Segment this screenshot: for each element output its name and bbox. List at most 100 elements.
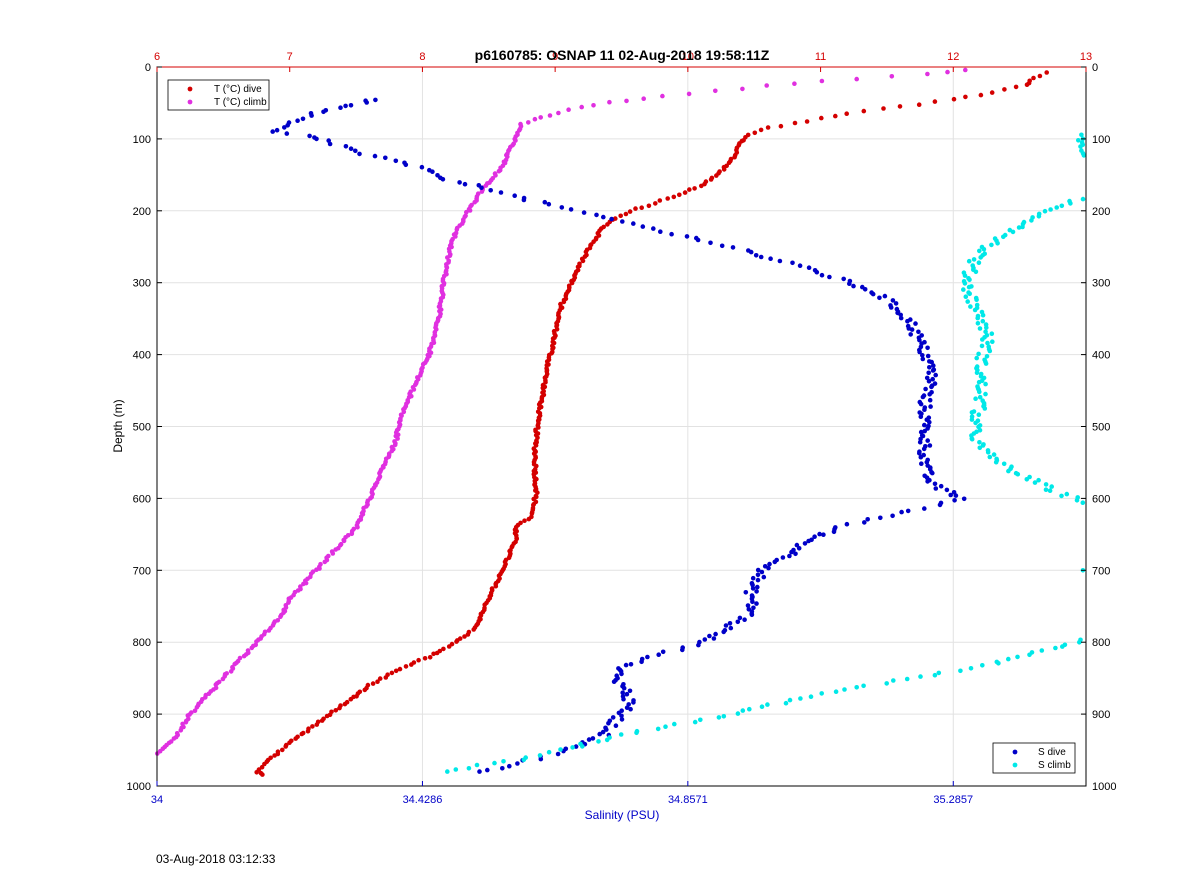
series-1-point-288 xyxy=(228,669,234,674)
series-2-point-7 xyxy=(321,109,326,115)
series-2-point-82 xyxy=(847,281,852,287)
series-2-point-55 xyxy=(620,219,625,224)
series-2-point-208 xyxy=(796,546,802,551)
series-1-point-5 xyxy=(819,78,825,84)
series-2-point-296 xyxy=(600,729,606,735)
series-1-point-48 xyxy=(493,173,498,178)
series-3-point-157 xyxy=(977,440,982,445)
series-3-point-177 xyxy=(1032,480,1038,485)
series-0-point-325 xyxy=(272,753,277,758)
y-tick-label-left-8: 800 xyxy=(133,637,151,649)
series-0-point-15 xyxy=(881,106,886,111)
series-3-point-182 xyxy=(1064,491,1070,497)
series-0-point-22 xyxy=(778,123,784,129)
series-3-point-286 xyxy=(740,708,746,713)
series-2-point-41 xyxy=(479,185,484,191)
series-3-point-281 xyxy=(787,697,793,703)
series-2-point-109 xyxy=(917,337,922,343)
series-2-point-141 xyxy=(928,404,933,409)
series-3-point-297 xyxy=(618,732,624,737)
series-3-point-52 xyxy=(1020,224,1025,230)
series-2-point-80 xyxy=(841,276,846,282)
series-1-point-9 xyxy=(713,88,718,94)
series-0-point-300 xyxy=(342,701,348,707)
series-1-point-225 xyxy=(341,538,347,544)
series-3-point-175 xyxy=(1024,477,1030,482)
series-3-point-291 xyxy=(692,719,698,725)
series-3-point-70 xyxy=(976,260,982,266)
series-3-point-99 xyxy=(975,321,981,326)
series-3-point-278 xyxy=(819,691,824,696)
series-1-point-281 xyxy=(241,653,247,659)
series-2-point-29 xyxy=(393,158,399,164)
series-2-point-17 xyxy=(284,131,290,136)
series-2-point-68 xyxy=(748,249,754,255)
series-2-point-47 xyxy=(542,199,548,205)
series-3-point-309 xyxy=(501,759,506,764)
series-2-point-235 xyxy=(754,601,759,606)
series-2-point-2 xyxy=(364,100,370,105)
series-2-point-276 xyxy=(627,688,633,694)
series-1-point-7 xyxy=(764,83,769,88)
series-0-point-306 xyxy=(324,713,330,719)
series-3-point-269 xyxy=(932,672,938,678)
series-2-point-200 xyxy=(831,529,837,535)
series-3-point-272 xyxy=(891,678,896,683)
series-3-point-55 xyxy=(1010,229,1016,235)
x-tick-label-bottom-1: 34.4286 xyxy=(403,794,443,806)
series-3-point-264 xyxy=(996,661,1001,666)
series-3-point-60 xyxy=(995,241,1000,246)
series-2-point-72 xyxy=(777,258,783,264)
series-3-point-78 xyxy=(967,277,972,283)
series-3-point-303 xyxy=(570,745,575,750)
series-3-point-181 xyxy=(1047,488,1053,494)
y-tick-label-left-5: 500 xyxy=(133,422,151,434)
series-3-point-183 xyxy=(1059,493,1064,499)
series-0-point-282 xyxy=(403,664,409,669)
series-2-point-249 xyxy=(721,629,726,635)
series-3-point-267 xyxy=(958,668,963,674)
grid-lines xyxy=(156,66,1086,787)
series-2-point-223 xyxy=(750,575,756,581)
series-2-point-32 xyxy=(419,164,425,170)
series-2-point-98 xyxy=(898,315,904,321)
series-3-point-69 xyxy=(966,258,972,264)
series-2-point-91 xyxy=(893,301,899,306)
series-3-point-76 xyxy=(962,273,968,278)
series-2-point-158 xyxy=(925,438,930,443)
series-0-point-55 xyxy=(671,194,677,200)
series-2-point-59 xyxy=(658,229,663,234)
legend-temperature: T (°C) dive T (°C) climb xyxy=(167,79,270,111)
series-2-point-264 xyxy=(623,662,629,668)
series-3-point-115 xyxy=(984,354,990,359)
series-2-point-180 xyxy=(938,483,944,489)
series-3-point-44 xyxy=(1048,207,1053,212)
series-2-point-290 xyxy=(619,717,625,722)
series-2-point-259 xyxy=(656,652,661,657)
series-3-point-82 xyxy=(966,284,972,290)
series-2-point-212 xyxy=(787,553,792,559)
series-1-point-74 xyxy=(454,227,460,232)
series-3-point-254 xyxy=(1077,640,1082,645)
series-0-point-281 xyxy=(409,662,414,667)
legend-entry-s-climb: S climb xyxy=(1038,760,1071,771)
series-3-point-283 xyxy=(765,702,770,707)
series-2-point-206 xyxy=(802,541,808,546)
series-0-point-58 xyxy=(653,201,658,206)
series-2-point-162 xyxy=(921,446,927,452)
series-2-point-295 xyxy=(604,727,609,732)
series-2-point-137 xyxy=(920,394,926,400)
series-2-point-23 xyxy=(343,144,349,149)
series-2-point-0 xyxy=(373,97,378,103)
y-tick-label-right-4: 400 xyxy=(1092,350,1110,362)
series-1-point-56 xyxy=(479,189,485,194)
series-1-point-2 xyxy=(925,71,930,77)
series-2-point-245 xyxy=(727,621,733,626)
y-tick-label-right-10: 1000 xyxy=(1092,781,1116,793)
series-2-point-277 xyxy=(620,690,625,695)
series-2-point-178 xyxy=(925,479,930,484)
series-0-point-12 xyxy=(932,99,938,104)
series-3-point-135 xyxy=(977,394,983,400)
series-3-point-279 xyxy=(808,694,814,699)
